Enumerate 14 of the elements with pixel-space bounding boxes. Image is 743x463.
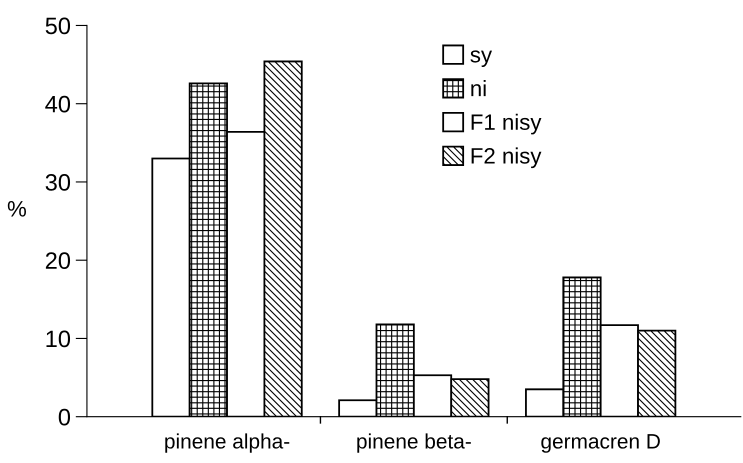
y-tick-label: 40	[45, 96, 70, 112]
y-tick-label: 20	[46, 252, 70, 269]
legend-label: F2 nisy	[472, 147, 542, 168]
x-tick-label: germacren D	[541, 434, 660, 453]
legend-label: sy	[470, 50, 492, 67]
y-axis-title: %	[8, 201, 26, 217]
y-tick-label: 10	[46, 330, 70, 348]
y-tick-label: 0	[58, 408, 70, 426]
x-tick-label: pinene alpha-	[165, 433, 290, 453]
y-tick-label: 50	[46, 18, 70, 34]
legend-label: ni	[471, 80, 486, 96]
y-tick-label: 30	[46, 174, 70, 191]
legend-label: F1 nisy	[472, 114, 542, 134]
x-tick-label: pinene beta-	[357, 433, 471, 453]
